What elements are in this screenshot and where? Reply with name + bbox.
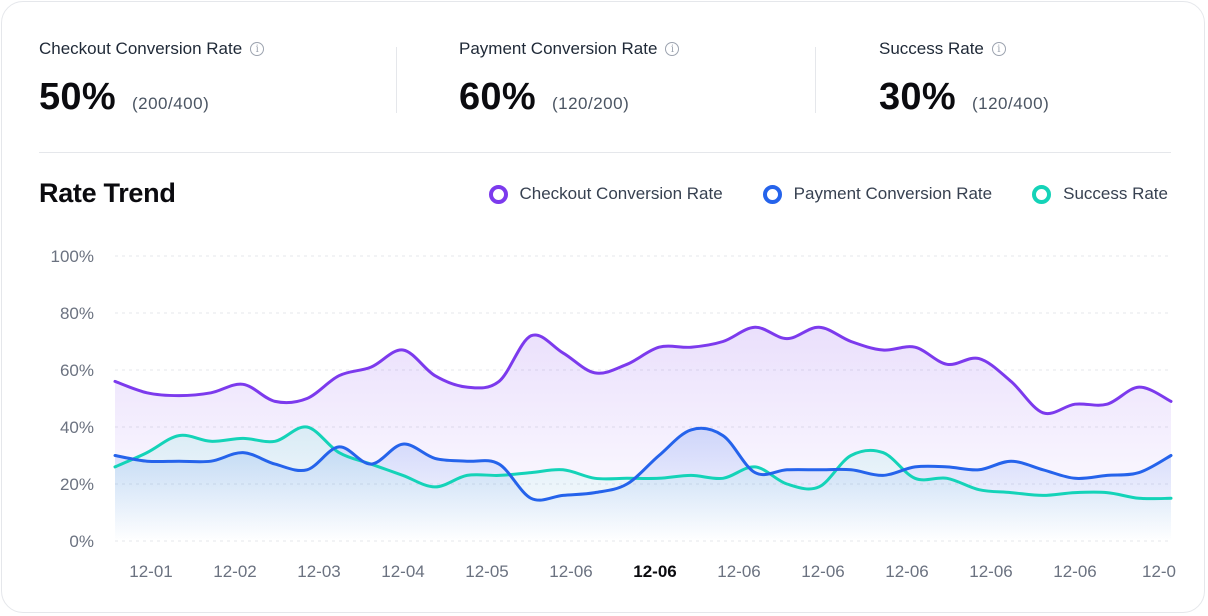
- metrics-row: Checkout Conversion Rate i 50% (200/400)…: [39, 32, 1171, 122]
- legend-item[interactable]: Success Rate: [1032, 184, 1168, 204]
- x-tick-label: 12-04: [381, 562, 424, 581]
- info-icon[interactable]: i: [991, 42, 1006, 56]
- y-tick-label: 40%: [60, 418, 94, 437]
- y-tick-label: 60%: [60, 361, 94, 380]
- metric-label: Checkout Conversion Rate: [39, 39, 243, 58]
- legend-dot-icon: [762, 184, 782, 204]
- metric-label: Success Rate: [879, 39, 984, 58]
- x-tick-label: 12-03: [297, 562, 340, 581]
- legend-label: Checkout Conversion Rate: [519, 184, 723, 203]
- y-tick-label: 100%: [51, 247, 94, 266]
- chart-legend: Checkout Conversion Rate Payment Conversi…: [449, 184, 1168, 204]
- x-tick-label: 12-06: [717, 562, 760, 581]
- x-tick-label: 12-05: [465, 562, 508, 581]
- metric-divider: [815, 47, 816, 113]
- metric-label: Payment Conversion Rate: [459, 39, 658, 58]
- legend-dot-icon: [1032, 184, 1052, 204]
- metric-value: 60%: [459, 76, 536, 118]
- metric-divider: [396, 47, 397, 113]
- legend-label: Payment Conversion Rate: [793, 184, 993, 203]
- legend-item[interactable]: Payment Conversion Rate: [762, 184, 993, 204]
- metric-fraction: (120/400): [971, 94, 1050, 113]
- legend-dot-icon: [488, 184, 508, 204]
- x-tick-label: 12-06: [549, 562, 592, 581]
- metric-value: 50%: [39, 76, 116, 118]
- metric-checkout-conversion: Checkout Conversion Rate i 50% (200/400): [39, 32, 399, 122]
- y-tick-label: 0%: [69, 532, 94, 551]
- x-tick-label: 12-02: [213, 562, 256, 581]
- series-line: [113, 425, 1173, 501]
- y-tick-label: 80%: [60, 304, 94, 323]
- series-line: [113, 426, 1173, 502]
- legend-label: Success Rate: [1063, 184, 1168, 203]
- metric-value: 30%: [879, 76, 956, 118]
- series-line: [113, 325, 1173, 416]
- metric-payment-conversion: Payment Conversion Rate i 60% (120/200): [459, 32, 819, 122]
- metric-fraction: (120/200): [551, 94, 630, 113]
- x-tick-label: 12-01: [129, 562, 172, 581]
- series-area: [115, 426, 1171, 541]
- x-tick-label: 12-06: [633, 562, 676, 581]
- metric-success-rate: Success Rate i 30% (120/400): [879, 32, 1204, 122]
- y-tick-label: 20%: [60, 475, 94, 494]
- trend-title: Rate Trend: [39, 178, 176, 208]
- legend-item[interactable]: Checkout Conversion Rate: [488, 184, 723, 204]
- info-icon[interactable]: i: [250, 42, 265, 56]
- x-tick-label: 12-0: [1142, 562, 1176, 581]
- x-tick-label: 12-06: [885, 562, 928, 581]
- info-icon[interactable]: i: [665, 42, 680, 56]
- x-tick-label: 12-06: [1053, 562, 1096, 581]
- x-tick-label: 12-06: [801, 562, 844, 581]
- x-tick-label: 12-06: [969, 562, 1012, 581]
- metric-fraction: (200/400): [131, 94, 210, 113]
- section-divider: [39, 152, 1171, 153]
